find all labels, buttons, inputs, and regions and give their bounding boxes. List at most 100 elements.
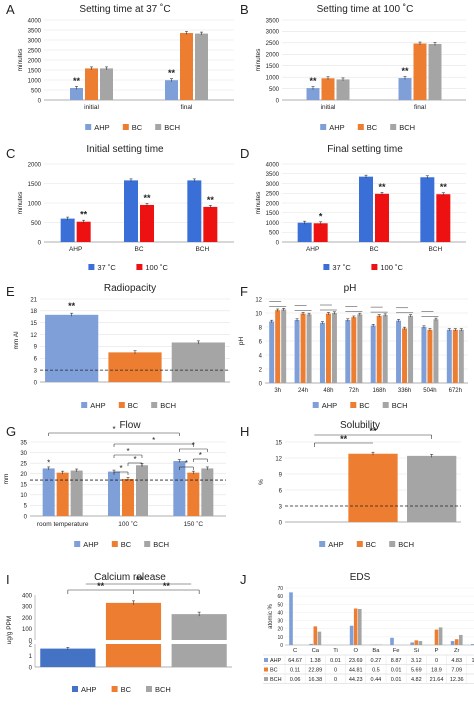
significance-marker: ** — [309, 76, 317, 86]
legend-label: BC — [366, 540, 377, 549]
y-tick-label: 40 — [277, 610, 283, 616]
bar — [358, 609, 362, 645]
bar — [108, 352, 161, 382]
legend-label: BC — [132, 123, 143, 132]
significance-marker: ** — [340, 434, 348, 444]
legend-label: BC — [128, 401, 139, 410]
panel-letter-E: E — [6, 284, 15, 299]
bar — [436, 194, 450, 242]
y-tick-label: 2000 — [28, 162, 42, 168]
table-cell: 0 — [334, 668, 337, 674]
x-tick-label: Fe — [393, 648, 400, 654]
legend-swatch — [74, 541, 80, 547]
y-tick-label: 10 — [20, 493, 27, 499]
legend-swatch — [112, 686, 118, 692]
bar — [429, 44, 442, 100]
x-tick-label: initial — [84, 104, 99, 111]
bar — [427, 330, 432, 383]
bar — [375, 194, 389, 242]
y-tick-label: 3000 — [266, 182, 280, 188]
x-tick-label: room temperature — [37, 521, 89, 528]
bar — [70, 88, 83, 100]
y-tick-label: 20 — [277, 627, 283, 633]
y-tick-label: 6 — [34, 357, 38, 363]
bar — [172, 342, 225, 382]
y-tick-label: 30 — [20, 451, 27, 457]
table-cell: 18.9 — [431, 668, 442, 674]
bar — [100, 68, 113, 100]
bar — [419, 641, 423, 645]
legend-label: 100 ˚C — [145, 263, 168, 272]
y-axis-label: minutes — [17, 48, 24, 72]
panel-letter-G: G — [6, 424, 16, 439]
chart-title: Initial setting time — [86, 144, 164, 155]
y-tick-label: 0 — [276, 240, 280, 246]
bar — [195, 34, 208, 100]
y-tick-label: 0 — [276, 98, 280, 104]
table-cell: 0.5 — [372, 668, 380, 674]
legend-label: 37 ˚C — [97, 263, 116, 272]
table-cell: 8.87 — [391, 658, 402, 664]
table-cell: 4.83 — [451, 658, 462, 664]
legend-swatch — [264, 668, 268, 672]
y-tick-label: 0 — [38, 240, 42, 246]
bar — [318, 632, 322, 645]
y-tick-label: 1500 — [266, 211, 280, 217]
table-cell: 44.81 — [349, 668, 363, 674]
table-cell: 4.82 — [411, 677, 422, 683]
legend-swatch — [136, 264, 142, 270]
y-tick-label: 4000 — [266, 162, 280, 168]
x-tick-label: 672h — [449, 388, 462, 394]
bar — [61, 219, 75, 242]
y-tick-label: 12 — [255, 297, 262, 303]
y-tick-label: 12 — [30, 333, 37, 339]
significance-marker: ** — [401, 66, 409, 76]
y-tick-label: 2000 — [266, 201, 280, 207]
bar — [122, 479, 134, 516]
table-cell: 23.69 — [349, 658, 363, 664]
x-tick-label: 3h — [274, 388, 281, 394]
x-tick-label: BC — [369, 246, 378, 253]
y-tick-label: 500 — [269, 231, 280, 237]
x-tick-label: Ba — [372, 648, 380, 654]
significance-marker: ** — [369, 426, 377, 436]
legend-label: BC — [121, 685, 132, 694]
bar — [40, 649, 95, 667]
y-tick-label: 8 — [259, 325, 263, 331]
significance-marker: * — [47, 458, 50, 467]
y-axis-label: minutes — [255, 48, 262, 72]
bar — [180, 33, 193, 100]
y-axis-label: mm Al — [13, 331, 20, 350]
bar — [106, 603, 161, 640]
table-cell: 22.89 — [308, 668, 322, 674]
bar — [43, 468, 55, 516]
table-cell: 0 — [334, 677, 337, 683]
y-tick-label: 1000 — [28, 201, 42, 207]
legend-swatch — [389, 541, 395, 547]
legend-label: AHP — [81, 685, 96, 694]
bar — [447, 330, 452, 383]
legend-label: BCH — [153, 540, 169, 549]
table-cell: 16.38 — [308, 677, 322, 683]
legend-swatch — [319, 541, 325, 547]
table-row-label: BCH — [270, 677, 282, 683]
y-tick-label: 0 — [38, 98, 42, 104]
chart-title: Final setting time — [327, 144, 403, 155]
y-tick-label: 35 — [20, 440, 27, 446]
chart-B: 0500100015002000250030003500minutesiniti… — [255, 18, 466, 132]
bar — [187, 473, 199, 516]
chart-title: Flow — [119, 420, 141, 431]
y-tick-label: 1500 — [28, 182, 42, 188]
y-tick-label: 15 — [20, 483, 27, 489]
significance-marker: * — [133, 455, 136, 464]
bar — [124, 180, 138, 242]
y-tick-label: 2500 — [28, 48, 42, 54]
significance-marker: ** — [168, 68, 176, 78]
x-tick-label: AHP — [69, 246, 82, 253]
bar — [275, 310, 280, 383]
chart-title: Radiopacity — [104, 283, 156, 294]
legend-swatch — [151, 402, 157, 408]
bar — [345, 320, 350, 383]
